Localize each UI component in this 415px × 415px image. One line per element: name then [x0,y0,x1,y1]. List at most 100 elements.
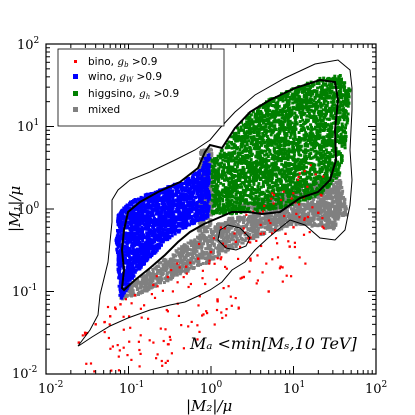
wino-point [145,218,149,222]
mixed-point [331,191,334,195]
mixed-point [228,239,232,243]
wino-point [130,267,134,271]
mixed-point [309,208,313,212]
wino-point [129,212,133,216]
mixed-point [229,226,233,230]
mixed-point [153,275,157,279]
mixed-point [151,270,155,274]
wino-point [123,278,127,281]
wino-point [190,190,194,194]
mixed-point [323,214,327,218]
wino-point [140,217,144,221]
wino-point [198,195,202,199]
wino-point [130,236,134,240]
mixed-point [254,232,258,236]
mixed-point [327,223,331,227]
mixed-point [336,180,339,184]
mixed-point [322,191,326,195]
mixed-point [215,236,219,240]
mixed-point [227,244,231,248]
mixed-point [264,210,268,214]
wino-point [206,189,210,193]
wino-point [200,193,204,197]
wino-point [139,197,143,201]
wino-point [134,200,138,204]
wino-point [207,175,211,179]
wino-point [136,265,140,269]
wino-point [202,170,206,174]
wino-point [190,222,194,226]
wino-point [129,270,133,274]
wino-point [163,228,167,232]
mixed-point [143,277,147,281]
mixed-point [173,267,177,271]
mixed-point [199,163,203,167]
mixed-point [216,227,220,231]
mixed-point [339,201,342,205]
mixed-point [331,211,334,215]
wino-point [126,279,130,283]
wino-point [119,279,123,283]
wino-point [158,228,162,232]
mixed-point [130,283,134,287]
mixed-point [183,244,187,248]
mixed-point [336,191,340,194]
wino-point [158,222,162,226]
mixed-point [208,185,212,188]
wino-point [179,192,183,196]
wino-point [148,247,152,251]
wino-point [125,271,129,275]
mixed-point [169,277,173,281]
wino-point [164,195,168,198]
wino-point [116,217,120,221]
wino-point [172,210,176,214]
wino-point [119,277,123,281]
wino-point [206,183,210,187]
wino-point [186,189,190,193]
mixed-point [217,247,221,251]
mixed-point [266,227,270,231]
wino-point [146,227,150,231]
mixed-point [293,217,297,221]
mixed-point [288,219,291,223]
wino-point [119,293,123,297]
higgsino-point [310,116,313,120]
wino-point [134,253,138,257]
wino-point [180,189,184,193]
wino-point [130,209,133,212]
wino-point [170,201,173,204]
mixed-point [327,203,331,207]
wino-point [132,274,136,278]
higgsino-point [226,159,230,163]
mixed-point [319,221,323,224]
wino-point [166,197,169,201]
mixed-point [128,287,132,291]
wino-point [206,158,210,162]
wino-point [147,226,150,230]
wino-point [133,213,137,217]
mixed-point [332,177,336,181]
mixed-point [306,217,310,221]
mixed-point [190,248,194,252]
wino-point [189,181,193,184]
wino-point [126,265,130,269]
mixed-point [233,223,236,227]
wino-point [163,235,167,239]
mixed-point [237,215,241,219]
mixed-point [283,224,287,228]
mixed-point [196,262,200,266]
mixed-point [284,198,288,202]
wino-point [139,264,143,268]
mixed-point [162,281,166,284]
wino-point [120,236,124,240]
mixed-point [336,217,340,221]
mixed-point [159,261,163,265]
wino-point [130,241,134,245]
wino-point [117,270,121,274]
higgsino-point [299,124,303,127]
wino-point [180,213,184,217]
mixed-point [301,213,305,217]
wino-point [166,206,170,210]
wino-point [148,223,152,227]
mixed-point [251,230,255,234]
